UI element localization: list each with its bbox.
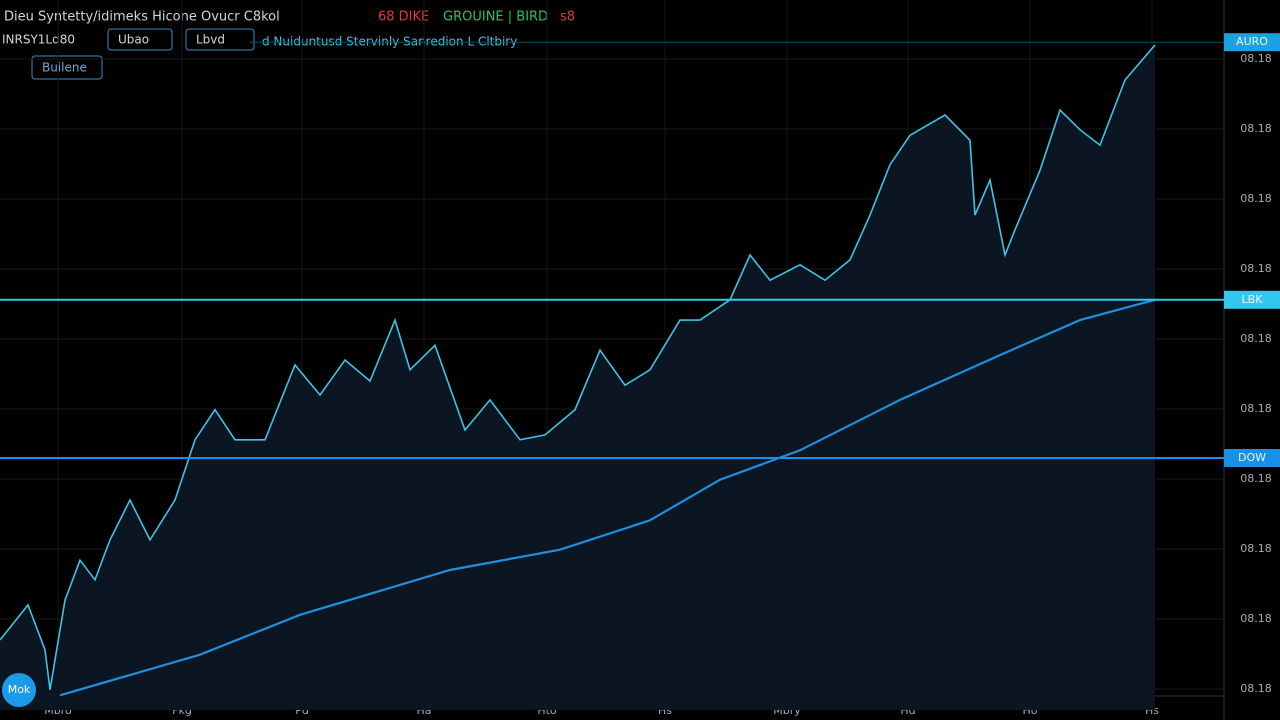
y-tick-label: 08.18 — [1240, 682, 1272, 695]
level-tag — [1224, 449, 1280, 467]
button-frame[interactable] — [185, 28, 255, 51]
header-title: Dieu Syntetty/idimeks Hicone Ovucr C8kol — [4, 10, 280, 25]
symbol: INRSY1Ld80 — [2, 33, 75, 47]
level-tag — [1224, 33, 1280, 52]
y-tick-label: 08.18 — [1240, 542, 1272, 555]
badge[interactable] — [2, 673, 36, 707]
studies-legend: d Nuiduntusd Stervinly Sanredion L Cltbi… — [262, 35, 517, 49]
y-tick-label: 08.18 — [1240, 332, 1272, 345]
header-up: GROUINE | BIRD — [443, 10, 548, 25]
header-flag: s8 — [560, 10, 575, 25]
y-tick-label: 08.18 — [1240, 52, 1272, 65]
button-frame[interactable] — [107, 28, 173, 51]
price-line — [0, 44, 1156, 690]
y-tick-label: 08.18 — [1240, 262, 1272, 275]
button[interactable]: Lbvd — [196, 33, 225, 47]
y-tick-label: 08.18 — [1240, 192, 1272, 205]
y-tick-label: 08.18 — [1240, 472, 1272, 485]
y-tick-label: 08.18 — [1240, 402, 1272, 415]
level-label: DOW — [1238, 451, 1266, 464]
button[interactable]: Ubao — [118, 33, 149, 47]
y-tick-label: 08.18 — [1240, 612, 1272, 625]
price-area — [0, 45, 1155, 710]
level-label: LBK — [1242, 293, 1264, 306]
button-frame[interactable] — [31, 55, 103, 80]
y-tick-label: 08.18 — [1240, 122, 1272, 135]
level-tag — [1224, 290, 1280, 309]
level-label: AURO — [1236, 35, 1268, 48]
button[interactable]: Builene — [42, 61, 87, 75]
header-down: 68 DIKE — [378, 10, 429, 25]
badge-label[interactable]: Mok — [8, 683, 31, 696]
ma-line — [59, 298, 1156, 697]
